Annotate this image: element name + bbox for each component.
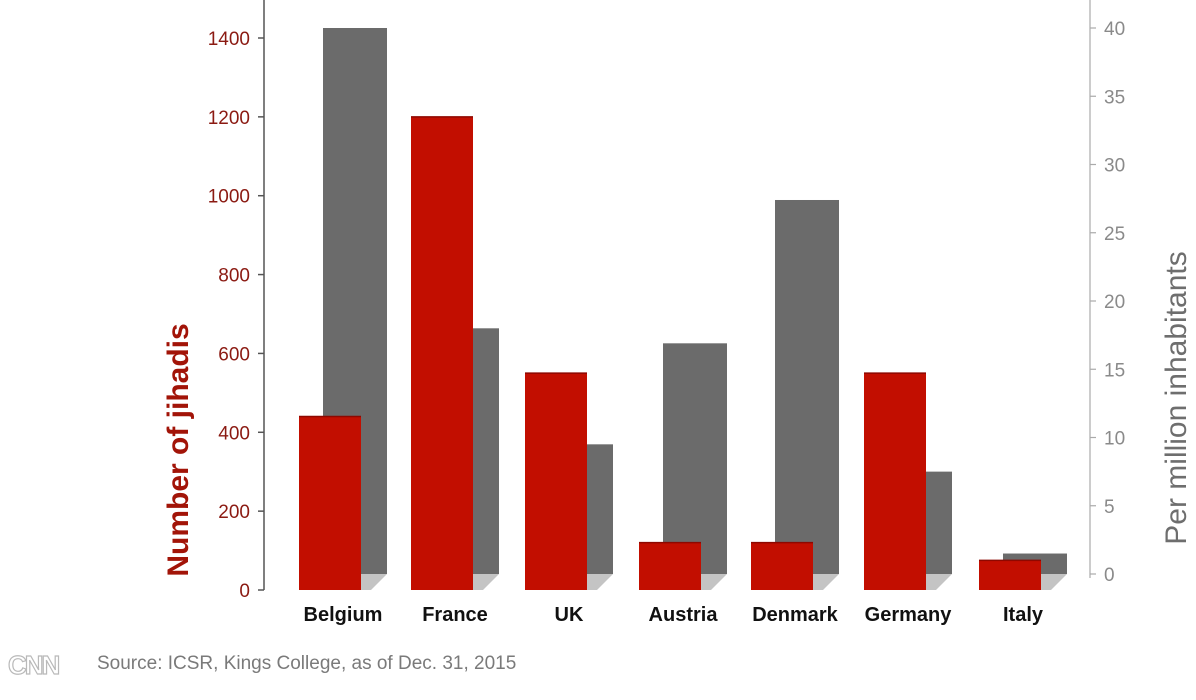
category-label: France [422,604,488,626]
jihadi-count-bar [299,416,361,590]
right-tick-label: 40 [1104,19,1125,40]
right-tick-label: 35 [1104,87,1125,108]
jihadi-count-bar [525,373,587,590]
chart: 0 200 400 600 800 1000 1200 1400 0 5 10 15 20 25 30 35… [162,0,1193,626]
right-axis: 0 5 10 15 20 25 30 35 40 [1089,0,1125,586]
category-label: Italy [1003,604,1044,626]
cnn-logo: CNN [7,649,61,680]
jihadi-count-bar [979,560,1041,590]
right-tick-label: 25 [1104,224,1125,245]
left-axis-label: Number of jihadis [162,323,195,576]
jihadi-count-bar [864,373,926,590]
category-label: UK [555,604,584,626]
right-axis-label: Per million inhabitants [1160,251,1193,544]
left-tick-label: 200 [218,502,250,523]
category-label: Germany [865,604,953,626]
footer: CNN Source: ICSR, Kings College, as of D… [0,648,1196,684]
per-million-bar [775,199,839,575]
right-tick-label: 5 [1104,497,1115,518]
left-tick-label: 400 [218,423,250,444]
per-million-bar [663,343,727,574]
category-label: Denmark [752,604,838,626]
right-tick-label: 30 [1104,156,1125,177]
left-tick-label: 1200 [208,108,250,129]
left-axis: 0 200 400 600 800 1000 1200 1400 [208,0,265,602]
right-tick-label: 10 [1104,429,1125,450]
category-labels: Belgium France UK Austria Denmark Germany Ital… [304,604,1044,626]
jihadi-count-bar [411,116,473,590]
left-tick-label: 600 [218,344,250,365]
left-tick-label: 1400 [208,29,250,50]
right-tick-label: 15 [1104,360,1125,381]
right-tick-label: 0 [1104,565,1115,586]
jihadi-count-bars [299,116,1041,590]
jihadi-count-bar [639,542,701,590]
left-tick-label: 0 [239,581,250,602]
right-tick-label: 20 [1104,292,1125,313]
jihadi-count-bar [751,542,813,590]
left-tick-label: 1000 [208,187,250,208]
source-note: Source: ICSR, Kings College, as of Dec. … [97,653,517,674]
category-label: Belgium [304,604,383,626]
category-label: Austria [649,604,719,626]
left-tick-label: 800 [218,266,250,287]
